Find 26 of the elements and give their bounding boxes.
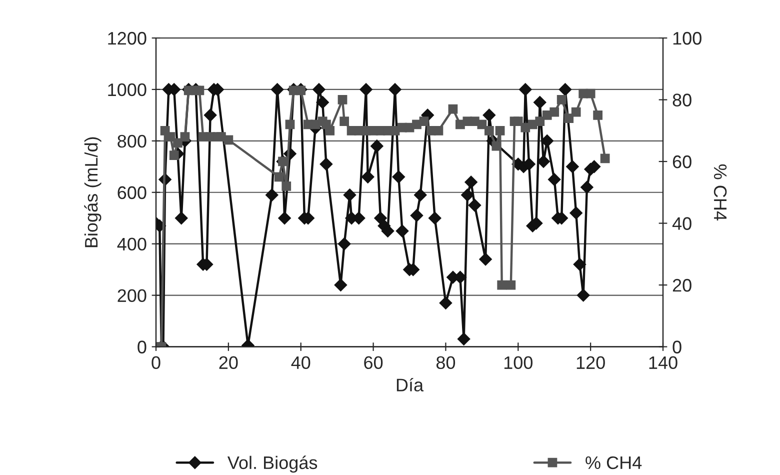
legend-label: Vol. Biogás <box>227 456 318 473</box>
y-tick-label: 600 <box>118 186 146 200</box>
y2-tick-label: 60 <box>672 155 692 168</box>
y2-tick-label: 0 <box>672 340 682 354</box>
y2-tick-label: 80 <box>672 94 692 106</box>
y-axis-title: Biogás (mL/d) <box>84 137 102 248</box>
y-tick-label: 800 <box>118 134 146 148</box>
x-tick-label: 60 <box>364 356 383 370</box>
y2-tick-label: 100 <box>673 32 702 45</box>
x-tick-label: 140 <box>649 356 678 370</box>
legend-label: % CH4 <box>586 456 642 470</box>
y-tick-label: 200 <box>118 289 146 302</box>
x-tick-label: 80 <box>436 356 456 370</box>
y-tick-label: 1200 <box>108 32 146 45</box>
x-tick-label: 20 <box>219 356 238 370</box>
y2-tick-label: 40 <box>672 217 692 230</box>
y-tick-label: 400 <box>117 238 146 251</box>
x-tick-label: 100 <box>504 356 532 370</box>
y2-axis-title: % CH4 <box>714 164 727 220</box>
y-tick-label: 0 <box>138 340 146 354</box>
x-tick-label: 40 <box>291 356 310 370</box>
x-axis-title: Día <box>396 378 424 392</box>
y-tick-label: 1000 <box>108 83 146 96</box>
y2-tick-label: 20 <box>672 278 692 292</box>
x-tick-label: 120 <box>576 356 605 370</box>
x-tick-label: 0 <box>152 356 160 370</box>
